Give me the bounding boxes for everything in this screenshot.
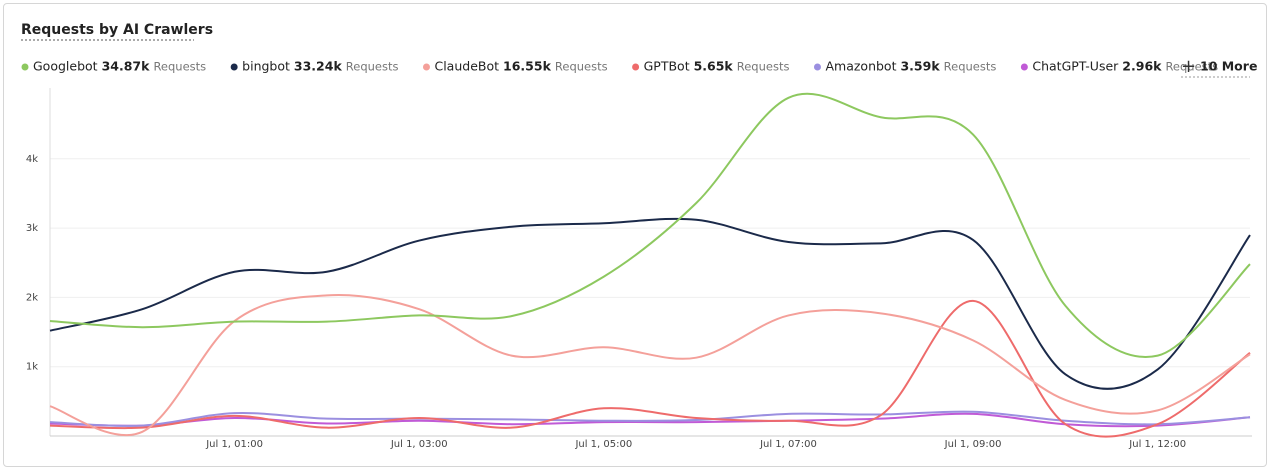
plus-icon: + [1181, 56, 1196, 77]
legend-swatch [1020, 63, 1028, 71]
series-line [49, 217, 1251, 390]
legend-total: 34.87k [102, 59, 151, 74]
legend-total: 33.24k [294, 59, 343, 74]
legend-item[interactable]: GPTBot 5.65k Requests [632, 59, 789, 74]
legend-swatch [230, 63, 238, 71]
legend-unit: Requests [1165, 60, 1218, 74]
y-tick-label: 2k [26, 292, 38, 303]
legend-total: 5.65k [694, 59, 734, 74]
legend-item[interactable]: Amazonbot 3.59k Requests [813, 59, 997, 74]
legend-unit: Requests [737, 60, 790, 74]
legend-total: 2.96k [1122, 59, 1162, 74]
legend-name: GPTBot [644, 59, 690, 74]
legend-name: Googlebot [33, 59, 98, 74]
legend-swatch [813, 63, 821, 71]
legend-total: 16.55k [503, 59, 552, 74]
x-tick-label: Jul 1, 09:00 [944, 439, 1002, 450]
legend-unit: Requests [944, 60, 997, 74]
chart-title: Requests by AI Crawlers [21, 22, 213, 38]
legend-swatch [632, 63, 640, 71]
y-tick-label: 4k [26, 154, 38, 165]
plot: 1k 2k 3k 4k Jul 1, 01:00 Jul 1, 03:00 Jul 1, 0… [26, 88, 1252, 450]
x-tick-label: Jul 1, 01:00 [205, 439, 263, 450]
legend-item[interactable]: ClaudeBot 16.55k Requests [422, 59, 608, 74]
x-tick-label: Jul 1, 12:00 [1128, 439, 1186, 450]
legend-swatch [21, 63, 29, 71]
series-line [49, 412, 1251, 428]
legend-item[interactable]: bingbot 33.24k Requests [230, 59, 399, 74]
legend: Googlebot 34.87k Requests bingbot 33.24k Requ… [21, 59, 1218, 74]
legend-total: 3.59k [900, 59, 940, 74]
more-label[interactable]: 10 More [1200, 59, 1257, 74]
card [3, 3, 1267, 467]
legend-item[interactable]: Googlebot 34.87k Requests [21, 59, 207, 74]
legend-swatch [422, 63, 430, 71]
x-tick-label: Jul 1, 03:00 [390, 439, 448, 450]
x-tick-label: Jul 1, 07:00 [759, 439, 817, 450]
y-tick-label: 3k [26, 223, 38, 234]
y-tick-label: 1k [26, 362, 38, 373]
series-line [49, 410, 1251, 427]
x-tick-label: Jul 1, 05:00 [574, 439, 632, 450]
legend-name: Amazonbot [825, 59, 896, 74]
legend-unit: Requests [555, 60, 608, 74]
legend-name: bingbot [242, 59, 290, 74]
series-line [49, 299, 1251, 438]
more-button[interactable]: + 10 More [1181, 56, 1257, 78]
legend-unit: Requests [346, 60, 399, 74]
legend-name: ChatGPT-User [1032, 59, 1119, 74]
legend-name: ClaudeBot [434, 59, 499, 74]
legend-unit: Requests [153, 60, 206, 74]
legend-item[interactable]: ChatGPT-User 2.96k Requests [1020, 59, 1218, 74]
series-line [49, 92, 1251, 358]
